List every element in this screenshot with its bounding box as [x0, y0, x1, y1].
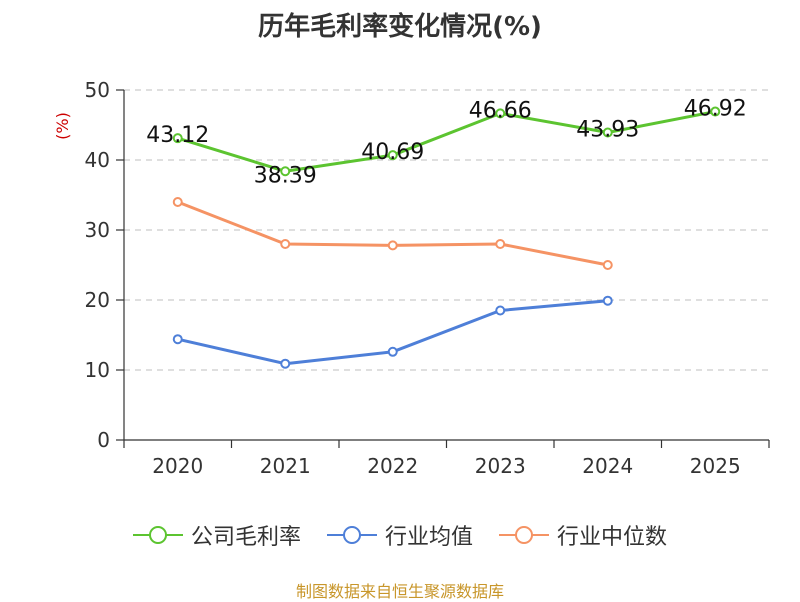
data-label: 38.39 — [254, 163, 317, 188]
data-point — [602, 295, 613, 306]
legend-line-circle-icon — [132, 526, 183, 544]
data-point — [602, 260, 613, 270]
y-tick-label: 0 — [97, 428, 110, 452]
x-tick-label: 2025 — [690, 454, 741, 478]
chart-title: 历年毛利率变化情况(%) — [258, 12, 542, 42]
x-tick-label: 2024 — [582, 454, 633, 478]
data-point — [495, 305, 506, 316]
data-point — [387, 150, 398, 161]
y-tick-label: 10 — [85, 358, 110, 382]
data-point — [495, 239, 506, 249]
x-tick-label: 2023 — [475, 454, 526, 478]
legend-label-industry-median: 行业中位数 — [557, 525, 668, 550]
data-point — [280, 358, 291, 369]
data-label: 40.69 — [361, 140, 424, 165]
data-label: 46.92 — [684, 97, 747, 122]
legend-label-industry-mean: 行业均值 — [384, 525, 473, 550]
legend-item-company[interactable]: 公司毛利率 — [132, 519, 301, 551]
series-line — [177, 200, 609, 267]
data-point — [710, 106, 721, 117]
data-point — [387, 240, 398, 251]
legend-label-company: 公司毛利率 — [190, 525, 301, 550]
data-point — [280, 166, 291, 177]
legend-item-industry-mean[interactable]: 行业均值 — [326, 519, 473, 551]
x-tick-label: 2022 — [367, 454, 418, 478]
data-point — [172, 334, 183, 345]
x-tick-label: 2020 — [152, 454, 203, 478]
source-note: 制图数据来自恒生聚源数据库 — [295, 582, 504, 601]
y-tick-label: 20 — [85, 288, 110, 312]
legend-line-circle-icon — [326, 526, 377, 544]
data-point — [602, 127, 613, 138]
data-label: 43.93 — [576, 117, 639, 142]
data-point — [280, 239, 291, 249]
series-line — [177, 110, 716, 173]
data-point — [172, 197, 183, 207]
data-point — [172, 133, 183, 144]
data-label: 46.66 — [469, 98, 532, 123]
y-tick-label: 40 — [85, 148, 110, 172]
data-point — [387, 346, 398, 357]
y-tick-label: 50 — [85, 78, 110, 102]
legend-line-circle-icon — [499, 526, 549, 544]
y-tick-label: 30 — [85, 218, 110, 242]
x-tick-label: 2021 — [260, 454, 311, 478]
data-point — [495, 108, 506, 119]
chart-legend: 公司毛利率 行业均值 行业中位数 — [0, 519, 800, 551]
legend-item-industry-median[interactable]: 行业中位数 — [499, 519, 667, 551]
y-axis-label: (%) — [53, 112, 72, 140]
data-label: 43.12 — [146, 123, 209, 148]
